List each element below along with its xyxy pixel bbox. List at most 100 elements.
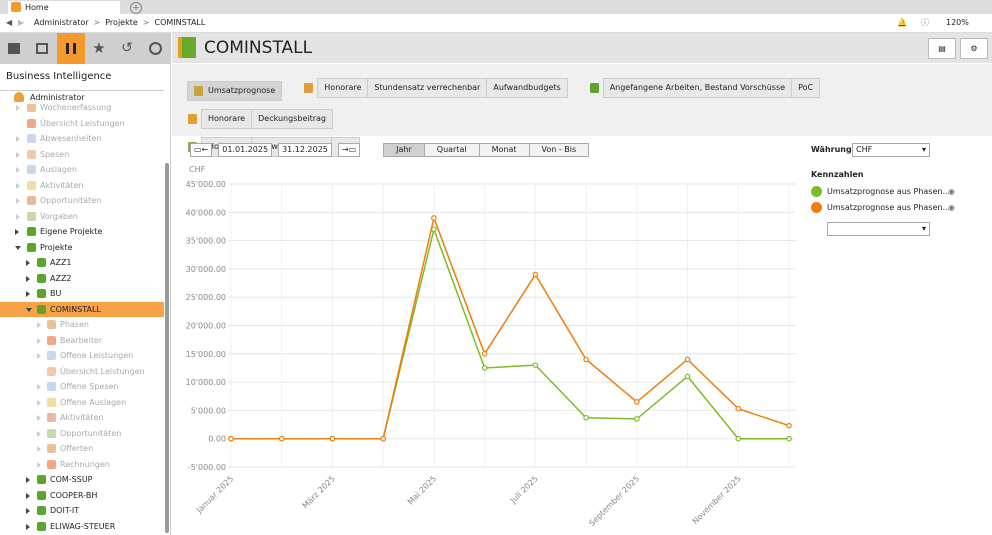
tree-item[interactable]: Übersicht Leistungen xyxy=(0,364,164,380)
back[interactable]: ◀ xyxy=(6,18,13,27)
tree-item[interactable]: Eigene Projekte xyxy=(0,224,164,240)
forward[interactable]: ▶ xyxy=(18,18,25,27)
expander[interactable] xyxy=(37,399,41,406)
zoom[interactable]: 120% xyxy=(946,18,969,27)
home-icon[interactable] xyxy=(0,33,28,64)
item-icon xyxy=(27,104,36,112)
legend-entry[interactable]: Umsatzprognose aus Phasen... ◉ xyxy=(811,201,961,216)
expander[interactable] xyxy=(15,229,19,235)
info[interactable]: ⓘ xyxy=(921,18,929,27)
tab[interactable]: Home xyxy=(8,1,120,14)
expander[interactable] xyxy=(26,508,30,514)
next-period[interactable]: →▭ xyxy=(337,143,361,157)
expander[interactable] xyxy=(16,151,20,158)
export-button[interactable]: ▤ xyxy=(928,38,956,59)
tree-item[interactable]: Opportunitäten xyxy=(0,193,164,209)
report-button[interactable]: Deckungsbeitrag xyxy=(251,109,333,129)
expander[interactable] xyxy=(26,477,30,483)
x-tick-label: Januar 2025 xyxy=(194,474,235,515)
report-button[interactable]: Stundensatz verrechenbar xyxy=(367,78,488,98)
expander[interactable] xyxy=(37,353,41,359)
tree-item[interactable]: Opportunitäten xyxy=(0,426,164,442)
calendar-icon[interactable] xyxy=(28,33,56,64)
period-button[interactable]: Von - Bis xyxy=(528,143,590,157)
expander[interactable] xyxy=(26,523,30,530)
expander[interactable] xyxy=(37,337,41,344)
tree-item[interactable]: Projekte xyxy=(0,240,164,256)
report-button[interactable]: Honorare xyxy=(201,109,253,129)
expander[interactable] xyxy=(16,105,20,111)
new-tab[interactable]: + xyxy=(130,2,142,14)
tree-item[interactable]: AZZ2 xyxy=(0,271,164,287)
crumb[interactable]: Administrator xyxy=(34,18,89,27)
history-icon[interactable]: ↺ xyxy=(121,40,133,56)
tree-item[interactable]: Übersicht Leistungen xyxy=(0,116,164,132)
expander[interactable] xyxy=(37,430,41,437)
tree-item[interactable]: Auslagen xyxy=(0,162,164,178)
date-from[interactable]: 01.01.2025 xyxy=(218,143,273,157)
kpi-select[interactable]: ▾ xyxy=(827,222,930,236)
tree-item[interactable]: Offene Auslagen xyxy=(0,395,164,411)
item-label: COM-SSUP xyxy=(50,475,93,484)
expander[interactable] xyxy=(26,492,30,499)
prev-period[interactable]: ▭← xyxy=(190,143,213,157)
expander[interactable] xyxy=(26,307,32,312)
tree-item[interactable]: COM-SSUP xyxy=(0,472,164,488)
bi-icon[interactable] xyxy=(57,33,85,64)
expander[interactable] xyxy=(37,384,41,390)
tree-item[interactable]: Vorgaben xyxy=(0,209,164,225)
bell[interactable]: 🔔 xyxy=(897,18,907,27)
expander[interactable] xyxy=(16,136,20,142)
expander[interactable] xyxy=(15,245,21,250)
y-tick-label: 20'000.00 xyxy=(186,322,226,331)
tree-item[interactable]: DOIT-IT xyxy=(0,503,164,519)
report-button[interactable]: Umsatzprognose xyxy=(187,81,283,101)
visibility-toggle[interactable]: ◉ xyxy=(948,203,955,212)
report-button[interactable]: PoC xyxy=(791,78,821,98)
expander[interactable] xyxy=(16,167,20,173)
expander[interactable] xyxy=(16,198,20,204)
tree-item[interactable]: BU xyxy=(0,286,164,302)
tree-item[interactable]: Aktivitäten xyxy=(0,410,164,426)
tree-item[interactable]: COOPER-BH xyxy=(0,488,164,504)
favorites-icon[interactable]: ★ xyxy=(92,39,106,57)
currency-select[interactable]: CHF ▾ xyxy=(852,143,930,157)
expander[interactable] xyxy=(26,291,30,297)
settings-button[interactable]: ⚙ xyxy=(960,38,988,59)
expander[interactable] xyxy=(16,182,20,189)
report-button[interactable]: Aufwandbudgets xyxy=(486,78,568,98)
crumb[interactable]: Projekte xyxy=(105,18,138,27)
tree-item[interactable]: Bearbeiter xyxy=(0,333,164,349)
tree-item[interactable]: Wochenerfassung xyxy=(0,104,164,116)
visibility-toggle[interactable]: ◉ xyxy=(948,187,955,196)
scrollbar[interactable] xyxy=(165,163,169,533)
tree-item[interactable]: Offerten xyxy=(0,441,164,457)
tree-item[interactable]: Phasen xyxy=(0,317,164,333)
expander[interactable] xyxy=(37,461,41,468)
expander[interactable] xyxy=(26,260,30,266)
tree-item[interactable]: Offene Leistungen xyxy=(0,348,164,364)
item-icon xyxy=(47,351,56,360)
legend-entry[interactable]: Umsatzprognose aus Phasen... ◉ xyxy=(811,185,961,200)
expander[interactable] xyxy=(16,213,20,220)
report-button[interactable]: Angefangene Arbeiten, Bestand Vorschüsse xyxy=(602,78,793,98)
date-to[interactable]: 31.12.2025 xyxy=(278,143,332,157)
tree-item[interactable]: ELIWAG-STEUER xyxy=(0,519,164,535)
tree-item[interactable]: Spesen xyxy=(0,147,164,163)
expander[interactable] xyxy=(37,415,41,421)
point xyxy=(329,435,336,442)
expander[interactable] xyxy=(37,322,41,328)
search-icon[interactable] xyxy=(141,33,169,64)
crumb[interactable]: COMINSTALL xyxy=(154,18,206,27)
expander[interactable] xyxy=(37,446,41,452)
report-button[interactable]: Honorare xyxy=(317,78,369,98)
item-label: BU xyxy=(50,289,62,298)
tree-item[interactable]: COMINSTALL xyxy=(0,301,164,317)
tree-item[interactable]: AZZ1 xyxy=(0,255,164,271)
tree-item[interactable]: Offene Spesen xyxy=(0,379,164,395)
tree-item[interactable]: Rechnungen xyxy=(0,457,164,473)
point xyxy=(532,271,539,278)
tree-item[interactable]: Aktivitäten xyxy=(0,178,164,194)
expander[interactable] xyxy=(26,275,30,282)
tree-item[interactable]: Abwesenheiten xyxy=(0,131,164,147)
